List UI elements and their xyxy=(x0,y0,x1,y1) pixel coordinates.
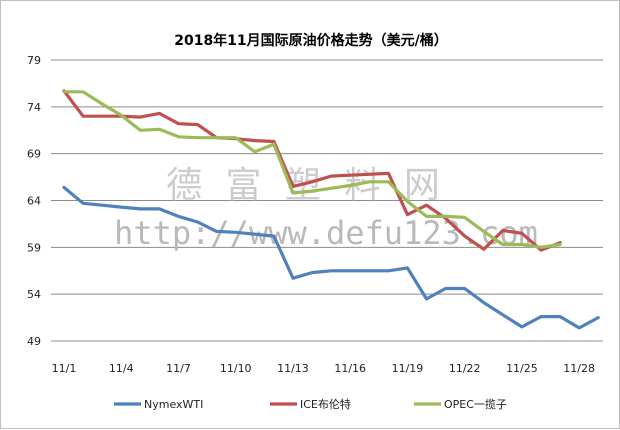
y-tick-label: 49 xyxy=(27,335,41,348)
x-tick-label: 11/10 xyxy=(220,362,252,375)
x-tick-label: 11/7 xyxy=(166,362,191,375)
series-line-2 xyxy=(62,89,562,252)
x-axis-ticks: 11/1 11/4 11/7 11/10 11/13 11/16 11/19 11/22 11/… xyxy=(52,362,595,375)
legend: NymexWTI ICE布伦特 OPEC一揽子 xyxy=(114,397,507,411)
y-axis-ticks: 49 54 59 64 69 74 79 xyxy=(27,54,41,348)
grid-lines xyxy=(51,59,603,342)
legend-label: ICE布伦特 xyxy=(300,397,351,411)
x-tick-label: 11/25 xyxy=(506,362,538,375)
y-tick-label: 54 xyxy=(27,288,41,301)
x-tick-label: 11/16 xyxy=(334,362,366,375)
series-lines xyxy=(62,89,600,330)
y-tick-label: 59 xyxy=(27,241,41,254)
x-tick-label: 11/19 xyxy=(392,362,424,375)
y-tick-label: 69 xyxy=(27,148,41,161)
legend-label: OPEC一揽子 xyxy=(444,398,507,411)
series-line-3 xyxy=(62,90,562,249)
chart-title: 2018年11月国际原油价格走势（美元/桶） xyxy=(174,32,448,49)
y-tick-label: 64 xyxy=(27,195,41,208)
x-tick-label: 11/28 xyxy=(563,362,595,375)
x-tick-label: 11/13 xyxy=(277,362,309,375)
x-tick-label: 11/4 xyxy=(109,362,134,375)
series-line-1 xyxy=(62,185,600,330)
x-tick-label: 11/22 xyxy=(449,362,481,375)
legend-label: NymexWTI xyxy=(144,398,203,411)
watermark-url: http://www.defu123.com xyxy=(114,214,538,252)
y-tick-label: 74 xyxy=(27,101,41,114)
x-tick-label: 11/1 xyxy=(52,362,77,375)
y-tick-label: 79 xyxy=(27,54,41,67)
